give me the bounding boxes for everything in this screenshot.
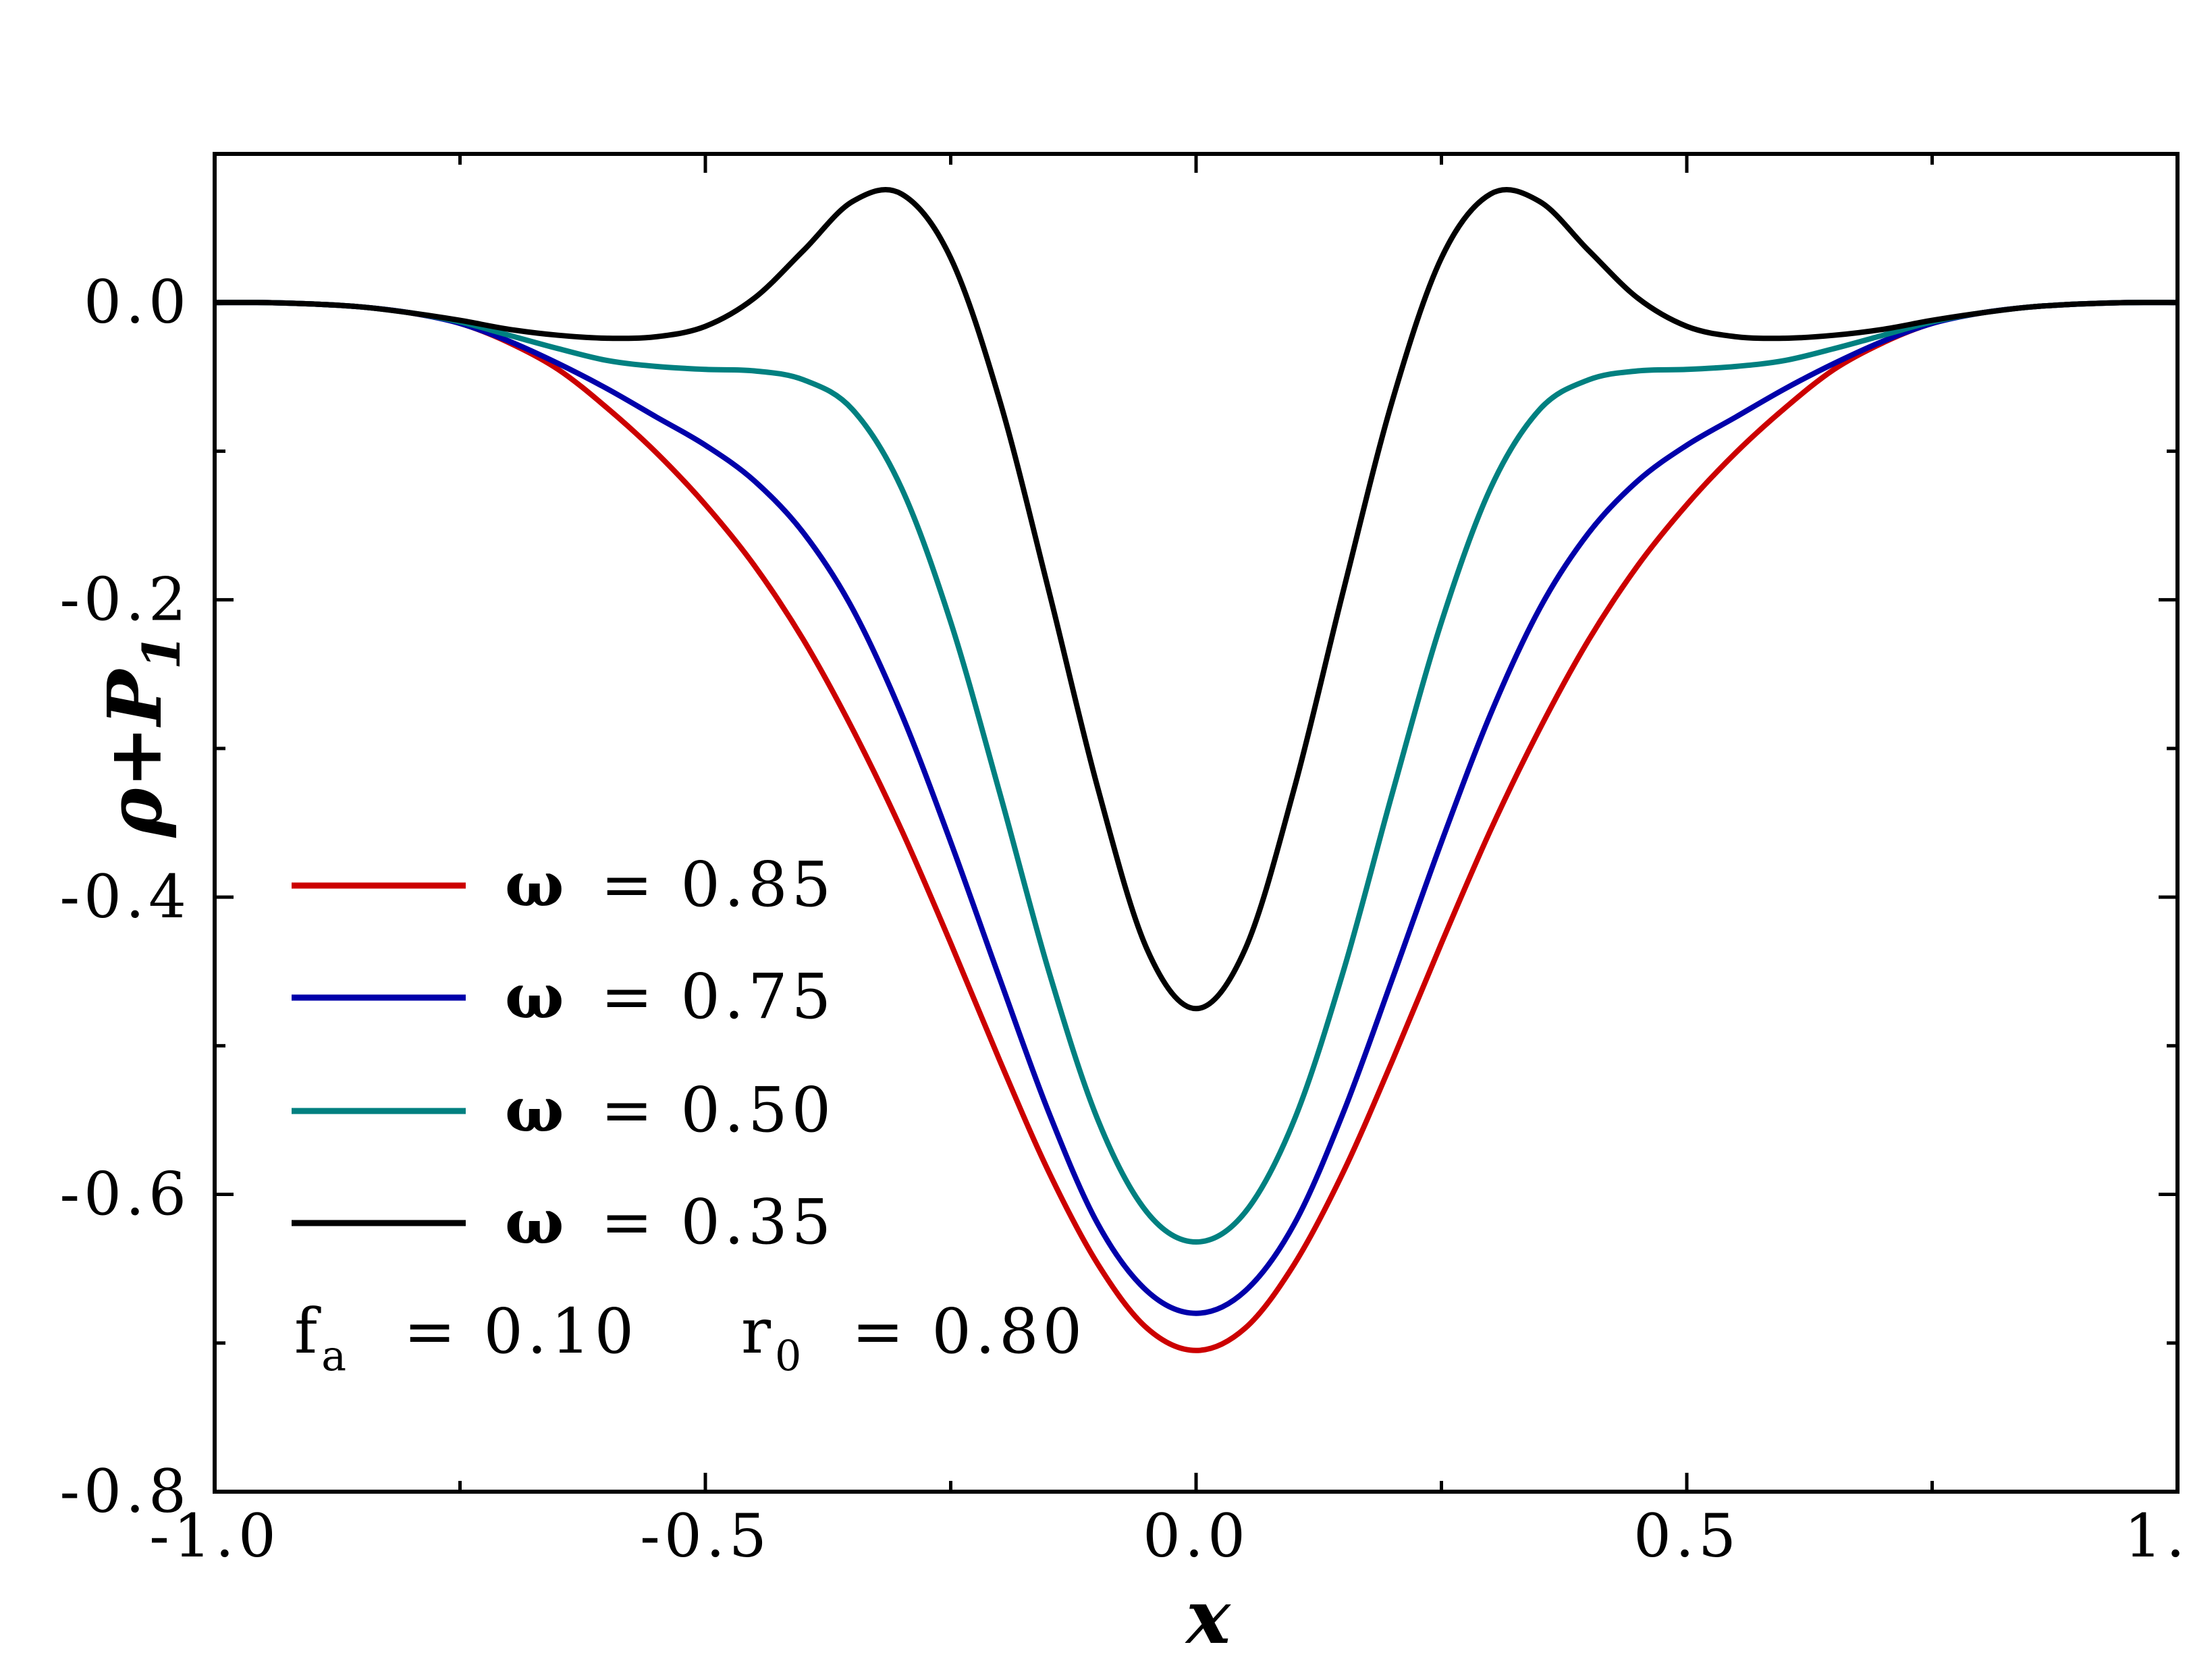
y-axis-title-base: ρ+ <box>91 726 178 838</box>
series-line-2 <box>214 300 2178 1245</box>
param-f-label: fa <box>294 1295 350 1380</box>
param-r-sub: 0 <box>775 1331 805 1380</box>
x-tick-label: 1.0 <box>2124 1501 2191 1571</box>
legend-omega-1: ω <box>505 960 568 1033</box>
param-f-sub: a <box>321 1331 350 1380</box>
x-tick-label: -0.5 <box>640 1501 771 1571</box>
y-tick-label: -0.8 <box>59 1457 190 1526</box>
legend: ω = 0.85 ω = 0.75 ω = 0.50 ω = 0.35 <box>292 848 835 1258</box>
legend-omega-0: ω <box>505 848 568 921</box>
x-axis-title: x <box>1185 1573 1231 1660</box>
legend-value-0: = 0.85 <box>601 848 835 921</box>
y-tick-label: -0.4 <box>59 862 190 931</box>
y-tick-label: 0.0 <box>84 267 190 337</box>
series-line-3 <box>214 187 2178 1012</box>
legend-value-1: = 0.75 <box>601 960 835 1033</box>
param-r-label: r0 <box>741 1295 805 1380</box>
series-layer <box>214 187 2178 1353</box>
x-tick-label: 0.5 <box>1633 1501 1740 1571</box>
legend-omega-2: ω <box>505 1073 568 1146</box>
param-f-base: f <box>294 1295 321 1367</box>
legend-value-2: = 0.50 <box>601 1074 835 1146</box>
param-annotation: fa = 0.10 r0 = 0.80 <box>294 1295 1086 1380</box>
x-tick-label: -1.0 <box>149 1501 280 1571</box>
y-tick-label: -0.6 <box>59 1160 190 1229</box>
y-axis-title-bold: P <box>91 668 178 728</box>
legend-value-3: = 0.35 <box>601 1186 835 1258</box>
param-r-value: = 0.80 <box>852 1295 1086 1367</box>
legend-omega-3: ω <box>505 1185 568 1258</box>
y-axis-title-sub: 1 <box>132 634 192 670</box>
param-f-value: = 0.10 <box>404 1295 638 1367</box>
y-axis-title: ρ+P1 <box>91 634 192 838</box>
series-line-0 <box>214 300 2178 1353</box>
series-line-1 <box>214 300 2178 1316</box>
tick-label-layer: -1.0 -0.5 0.0 0.5 1.0 0.0 -0.2 -0.4 -0.6 -0.8 <box>59 267 2191 1571</box>
y-tick-label: -0.2 <box>59 565 190 634</box>
param-r-base: r <box>741 1295 775 1367</box>
x-tick-label: 0.0 <box>1143 1501 1249 1571</box>
tick-layer <box>213 154 2180 1494</box>
